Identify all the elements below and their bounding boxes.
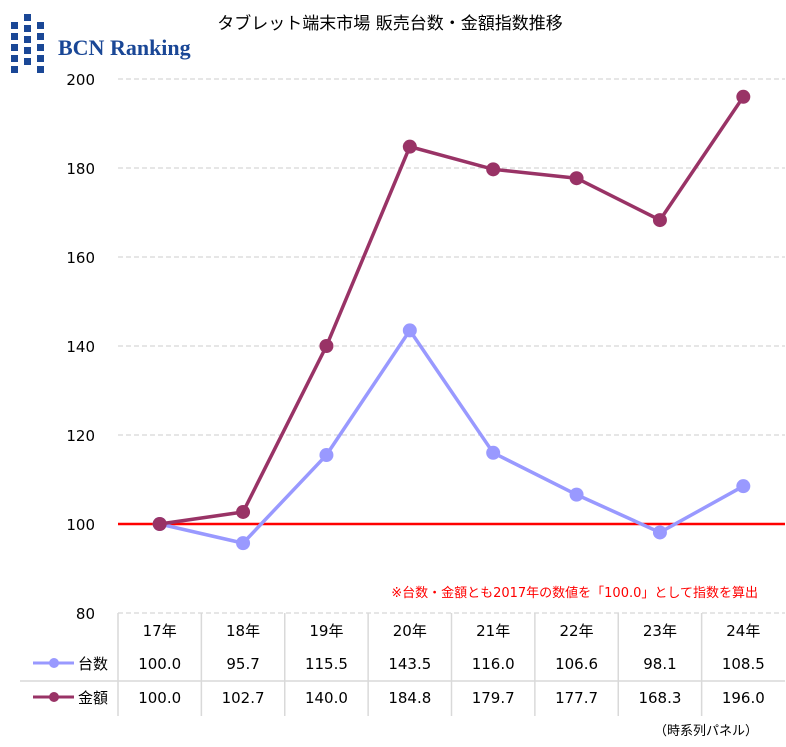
legend-label: 台数 xyxy=(78,655,108,673)
data-point xyxy=(486,445,501,460)
y-tick-label: 120 xyxy=(66,427,95,445)
y-tick-label: 100 xyxy=(66,516,95,534)
logo-square xyxy=(37,44,44,51)
logo-square xyxy=(37,66,44,73)
logo-square xyxy=(11,66,18,73)
logo-text: BCN Ranking xyxy=(58,35,191,60)
chart-title: タブレット端末市場 販売台数・金額指数推移 xyxy=(217,13,562,34)
legend-marker xyxy=(49,692,59,702)
data-point xyxy=(402,323,417,338)
data-table-cell: 177.7 xyxy=(555,689,598,707)
data-table-cell: 102.7 xyxy=(222,689,265,707)
data-point xyxy=(236,504,251,519)
data-point xyxy=(319,339,334,353)
logo-square xyxy=(11,55,18,62)
legend-label: 金額 xyxy=(78,689,108,707)
data-table-cell: 100.0 xyxy=(138,655,181,673)
data-point xyxy=(569,171,584,186)
y-tick-label: 180 xyxy=(66,160,95,178)
y-tick-label: 200 xyxy=(66,71,95,89)
y-tick-label: 160 xyxy=(66,249,95,267)
legend-marker xyxy=(49,658,59,668)
logo-square xyxy=(11,22,18,29)
logo-square xyxy=(37,55,44,62)
data-table-cell: 179.7 xyxy=(472,689,515,707)
data-table-cell: 115.5 xyxy=(305,655,348,673)
logo-square xyxy=(24,14,31,21)
x-tick-label: 17年 xyxy=(143,622,177,640)
logo-square xyxy=(24,25,31,32)
logo-square xyxy=(37,33,44,40)
logo-square xyxy=(11,44,18,51)
y-tick-label: 80 xyxy=(76,605,95,623)
data-table-cell: 184.8 xyxy=(388,689,431,707)
footer-note: （時系列パネル） xyxy=(654,724,758,739)
data-table-cell: 196.0 xyxy=(722,689,765,707)
series-line-台数 xyxy=(159,327,745,546)
data-table-cell: 98.1 xyxy=(643,655,676,673)
logo-square xyxy=(24,58,31,65)
bcn-logo xyxy=(11,14,44,73)
y-tick-label: 140 xyxy=(66,338,95,356)
x-tick-label: 23年 xyxy=(643,622,677,640)
x-tick-label: 19年 xyxy=(309,622,343,640)
data-point xyxy=(402,139,417,154)
data-table-cell: 95.7 xyxy=(226,655,259,673)
data-table-cell: 108.5 xyxy=(722,655,765,673)
x-tick-label: 18年 xyxy=(226,622,260,640)
data-point xyxy=(486,162,501,177)
logo-square xyxy=(37,22,44,29)
logo-square xyxy=(11,33,18,40)
data-table-cell: 100.0 xyxy=(138,689,181,707)
data-point xyxy=(652,213,667,228)
x-tick-label: 21年 xyxy=(476,622,510,640)
data-point xyxy=(569,487,584,502)
x-tick-label: 24年 xyxy=(726,622,760,640)
data-table-cell: 143.5 xyxy=(388,655,431,673)
annotation: ※台数・金額とも2017年の数値を「100.0」として指数を算出 xyxy=(391,585,758,601)
series-line-金額 xyxy=(159,95,745,526)
x-tick-label: 22年 xyxy=(560,622,594,640)
data-table-cell: 168.3 xyxy=(638,689,681,707)
data-point xyxy=(236,536,251,551)
logo-square xyxy=(24,36,31,43)
data-point xyxy=(652,525,667,540)
x-tick-label: 20年 xyxy=(393,622,427,640)
data-table-cell: 106.6 xyxy=(555,655,598,673)
data-table-cell: 116.0 xyxy=(472,655,515,673)
data-point xyxy=(319,448,334,463)
data-point xyxy=(736,479,751,494)
data-table-cell: 140.0 xyxy=(305,689,348,707)
data-point xyxy=(736,89,751,104)
data-point xyxy=(152,517,167,531)
logo-square xyxy=(24,47,31,54)
